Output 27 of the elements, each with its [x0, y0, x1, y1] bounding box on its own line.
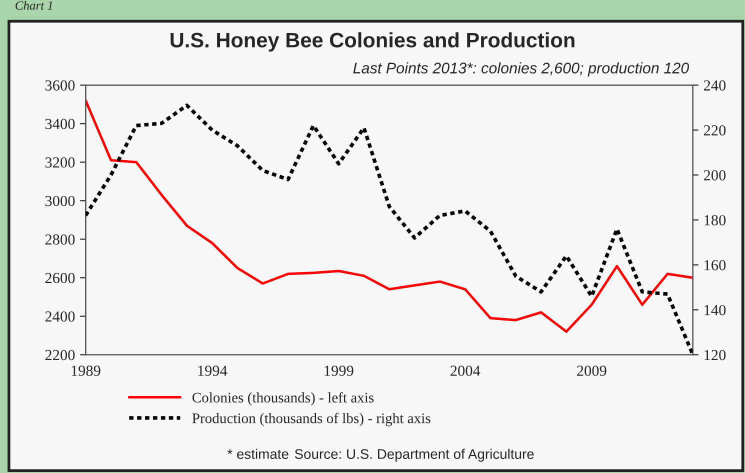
y-tick-label: 3600 [45, 80, 75, 91]
chart-title: U.S. Honey Bee Colonies and Production [170, 32, 574, 52]
y-tick-label: 2400 [45, 311, 75, 322]
legend-label: Colonies (thousands) - left axis [192, 392, 374, 406]
y-tick-label: 3400 [45, 118, 75, 130]
x-tick-label: 1989 [72, 366, 100, 376]
text: * estimate [227, 448, 288, 459]
x-tick-label: 1994 [198, 366, 228, 376]
x-tick-label: 1999 [324, 366, 354, 376]
y-tick-label: 3200 [45, 157, 75, 168]
y2-tick-label: 180 [704, 215, 726, 226]
y2-tick-label: 120 [704, 350, 726, 360]
y2-tick-label: 140 [704, 304, 726, 316]
source-note: Source: U.S. Department of Agriculture [294, 448, 534, 462]
y2-tick-label: 200 [704, 170, 726, 180]
legend-label: Production (thousands of lbs) - right axis [192, 412, 430, 426]
y2-tick-label: 160 [704, 260, 726, 270]
x-tick-label: 2004 [450, 366, 480, 376]
y-tick-label: 2600 [45, 272, 75, 284]
caption: Chart 1 [16, 0, 52, 10]
y-tick-label: 3000 [45, 196, 75, 206]
chart-subtitle: Last Points 2013*: colonies 2,600; production 120 [353, 62, 690, 76]
y-tick-label: 2200 [45, 350, 75, 360]
y2-tick-label: 220 [704, 125, 726, 136]
y2-tick-label: 240 [704, 80, 726, 91]
x-tick-label: 2009 [577, 366, 606, 376]
y-tick-label: 2800 [45, 234, 75, 245]
